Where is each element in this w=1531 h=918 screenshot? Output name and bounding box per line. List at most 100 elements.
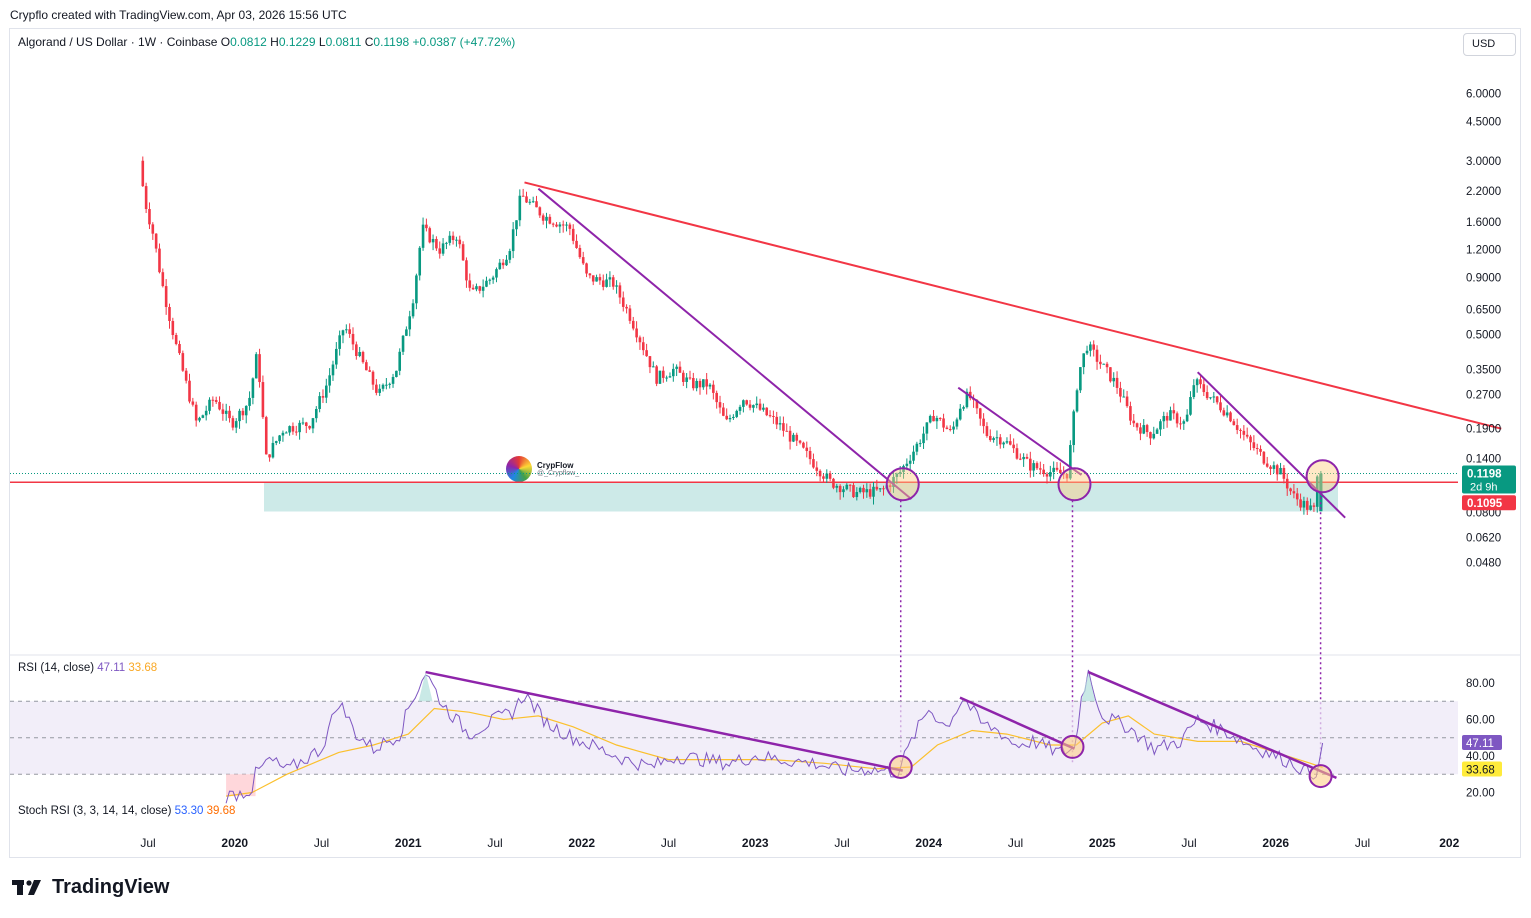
- candle-body: [1085, 350, 1089, 354]
- candle-body: [204, 410, 208, 416]
- rsi-trendline-2: [959, 696, 1075, 750]
- candle-body: [1122, 396, 1126, 398]
- candle-body: [718, 402, 722, 408]
- price-axis-label: 1.2000: [1466, 245, 1501, 257]
- candle-body: [845, 484, 849, 490]
- candle-body: [398, 351, 402, 371]
- candle-body: [314, 408, 318, 419]
- candle-body: [318, 396, 321, 409]
- candle-body: [181, 353, 185, 371]
- candle-body: [465, 260, 468, 281]
- candle-body: [808, 450, 812, 460]
- candle-body: [792, 434, 795, 442]
- candle-body: [878, 488, 882, 490]
- candle-body: [1039, 468, 1042, 470]
- candle-body: [925, 422, 929, 434]
- candle-body: [451, 235, 455, 241]
- candle-body: [618, 285, 622, 298]
- candle-body: [1272, 465, 1276, 469]
- candle-body: [685, 377, 688, 382]
- candle-body: [598, 277, 602, 281]
- price-axis-label: 0.5000: [1466, 330, 1501, 342]
- candle-body: [291, 426, 295, 432]
- close-value: 0.1198: [373, 35, 410, 49]
- candle-body: [1312, 505, 1316, 507]
- candle-body: [1175, 413, 1179, 424]
- candle-body: [1219, 402, 1222, 411]
- candle-body: [214, 400, 218, 402]
- rsi-axis-label: 80.00: [1466, 678, 1495, 690]
- rsi-axis-label: 60.00: [1466, 715, 1495, 727]
- candle-body: [425, 224, 428, 229]
- rsi-axis-label: 20.00: [1466, 788, 1495, 800]
- currency-button[interactable]: USD: [1463, 33, 1516, 56]
- candle-body: [955, 419, 959, 427]
- candle-body: [725, 415, 728, 420]
- rsi-ma-value-tag-bg: [1462, 761, 1502, 777]
- candle-body: [325, 385, 328, 398]
- symbol-name[interactable]: Algorand / US Dollar · 1W · Coinbase: [18, 35, 218, 49]
- candle-body: [351, 333, 355, 345]
- high-label: H: [270, 35, 279, 49]
- ref-price-tag-bg: [1462, 495, 1516, 511]
- candle-body: [1119, 387, 1122, 397]
- price-axis-label: 0.1900: [1466, 424, 1501, 436]
- candle-body: [441, 243, 445, 254]
- rsi-breakout-circle: [1308, 764, 1333, 789]
- candle-body: [935, 417, 939, 422]
- candle-body: [301, 422, 305, 424]
- candle-body: [435, 238, 438, 249]
- candle-body: [1282, 467, 1286, 479]
- candle-body: [1179, 423, 1182, 425]
- time-axis-label: 2023: [742, 836, 769, 850]
- candle-body: [915, 443, 919, 452]
- candle-body: [1215, 396, 1219, 403]
- candle-body: [875, 486, 879, 490]
- candle-body: [772, 415, 775, 417]
- candle-body: [818, 470, 822, 477]
- candle-body: [655, 366, 658, 384]
- candle-body: [1189, 397, 1192, 415]
- candle-body: [1222, 410, 1226, 416]
- candle-body: [1045, 474, 1049, 477]
- candle-body: [418, 247, 422, 276]
- price-trendline-2: [537, 187, 913, 500]
- symbol-legend[interactable]: Algorand / US Dollar · 1W · Coinbase O0.…: [18, 35, 515, 49]
- candle-body: [271, 442, 275, 458]
- stoch-rsi-legend[interactable]: Stoch RSI (3, 3, 14, 14, close) 53.30 39…: [18, 805, 235, 817]
- price-breakout-circle: [1305, 459, 1340, 494]
- candle-body: [1089, 344, 1092, 351]
- candle-body: [508, 251, 512, 260]
- candle-body: [645, 350, 648, 357]
- candle-body: [581, 257, 585, 264]
- rsi-line: [225, 669, 1324, 804]
- candle-body: [1035, 463, 1039, 469]
- candle-body: [995, 437, 999, 439]
- candle-body: [715, 392, 718, 403]
- time-axis-label: Jul: [834, 836, 849, 850]
- candle-body: [1162, 416, 1166, 422]
- candle-body: [651, 366, 655, 368]
- candle-body: [475, 286, 478, 290]
- candle-body: [241, 410, 245, 416]
- candle-body: [611, 277, 615, 287]
- rsi-legend[interactable]: RSI (14, close) 47.11 33.68: [18, 662, 157, 674]
- support-zone: [264, 482, 1338, 512]
- price-axis-label: 0.3500: [1466, 364, 1501, 376]
- time-axis-label: Jul: [1181, 836, 1196, 850]
- candle-body: [198, 417, 201, 421]
- candle-body: [782, 423, 785, 431]
- candle-body: [872, 486, 875, 497]
- candle-body: [304, 422, 308, 426]
- candle-body: [141, 160, 145, 187]
- candle-body: [788, 430, 792, 442]
- tradingview-logo[interactable]: TradingView: [12, 876, 169, 899]
- candle-body: [712, 384, 715, 393]
- price-trendline-3: [957, 386, 1083, 476]
- candle-body: [755, 403, 759, 406]
- candle-body: [385, 384, 388, 386]
- candle-body: [1042, 469, 1045, 475]
- candle-body: [558, 224, 562, 227]
- chart-frame[interactable]: [9, 28, 1521, 858]
